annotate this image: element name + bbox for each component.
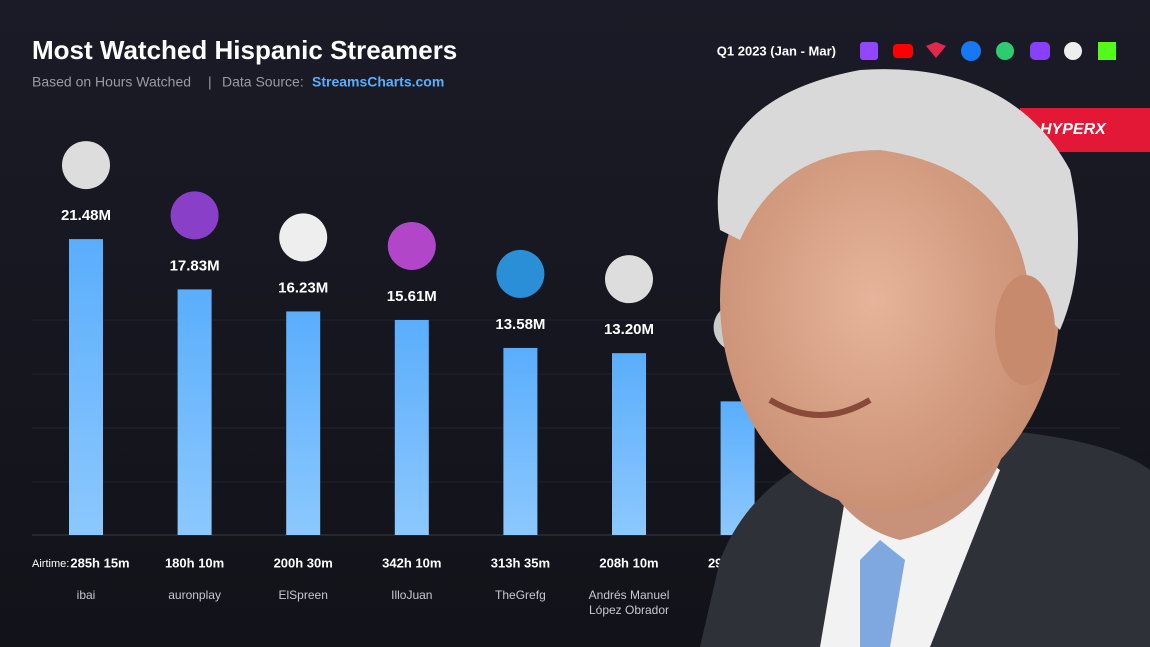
value-label: 16.23M — [278, 279, 328, 296]
airtime: 342h 10m — [382, 555, 441, 570]
avatar — [62, 141, 110, 190]
bar — [503, 347, 538, 535]
x-tick-label: Andrés Manuel López Obrador — [589, 588, 670, 617]
bar — [286, 311, 321, 535]
bar — [394, 319, 429, 535]
bar — [69, 239, 103, 535]
airtime: 313h 35m — [491, 555, 550, 570]
source: StreamsCharts.com — [312, 74, 444, 90]
separator: | — [208, 74, 212, 90]
source-label: Data Source: — [222, 74, 304, 90]
person-overlay — [700, 69, 1150, 647]
x-tick-label: auronplay — [168, 588, 221, 602]
airtime: 285h 15m — [70, 555, 129, 570]
avatar — [387, 221, 436, 270]
airtime-label: Airtime: — [32, 558, 69, 570]
period: Q1 2023 (Jan - Mar) — [717, 43, 836, 58]
chart-title: Most Watched Hispanic Streamers — [32, 35, 457, 65]
airtime: 180h 10m — [165, 555, 224, 570]
x-tick-label: ElSpreen — [279, 588, 328, 602]
x-tick-label: IlloJuan — [391, 588, 432, 602]
avatar — [170, 191, 219, 240]
x-tick-label: TheGrefg — [495, 588, 546, 602]
bar — [612, 353, 646, 535]
avatar — [279, 213, 328, 262]
platform-icons — [860, 41, 1116, 61]
subtitle: Based on Hours Watched — [32, 74, 191, 90]
avatar — [605, 255, 653, 304]
value-label: 21.48M — [61, 207, 111, 224]
value-label: 17.83M — [170, 257, 220, 274]
avatar — [496, 249, 545, 298]
value-label: 15.61M — [387, 288, 437, 305]
sponsor: HYPERX — [1040, 121, 1107, 138]
bar — [177, 289, 212, 535]
value-label: 13.58M — [495, 316, 545, 333]
airtime: 208h 10m — [599, 555, 658, 570]
value-label: 13.20M — [604, 321, 654, 338]
airtime: 200h 30m — [274, 555, 333, 570]
x-tick-label: ibai — [77, 588, 96, 602]
